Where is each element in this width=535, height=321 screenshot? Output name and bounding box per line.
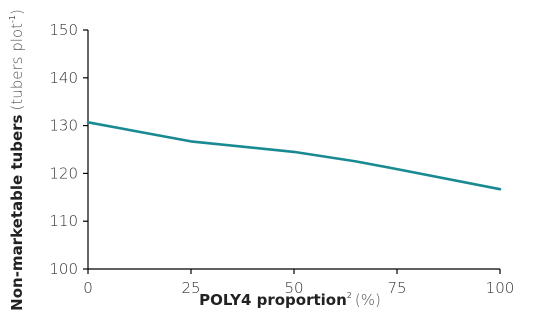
y-axis-unit-suffix: ) <box>8 9 26 15</box>
y-axis-unit-sup: -1 <box>8 15 17 23</box>
x-axis-label: POLY4 proportion <box>199 291 347 309</box>
axes <box>87 30 500 270</box>
x-axis-unit: (%) <box>355 291 381 309</box>
y-axis-title: Non-marketable tubers (tubers plot-1) <box>8 9 26 311</box>
x-axis-title: POLY4 proportion2 (%) <box>199 291 381 309</box>
y-ticks: 100 110 120 130 140 150 <box>49 21 88 278</box>
y-tick-label: 110 <box>49 212 78 230</box>
x-tick-label: 75 <box>387 279 406 297</box>
x-tick-label: 50 <box>284 279 303 297</box>
y-tick-label: 150 <box>49 21 78 39</box>
y-tick-label: 120 <box>49 164 78 182</box>
y-tick-label: 100 <box>49 260 78 278</box>
x-axis-label-sup: 2 <box>347 291 352 300</box>
x-tick-label: 0 <box>83 279 93 297</box>
x-tick-label: 25 <box>181 279 200 297</box>
x-ticks: 0 25 50 75 100 <box>83 269 514 297</box>
x-tick-label: 100 <box>486 279 515 297</box>
y-tick-label: 130 <box>49 117 78 135</box>
y-axis-unit-prefix: (tubers plot <box>8 23 26 111</box>
series-line-0 <box>86 121 502 191</box>
series-group <box>86 121 502 191</box>
y-axis-label: Non-marketable tubers <box>8 114 26 310</box>
y-tick-label: 140 <box>49 69 78 87</box>
